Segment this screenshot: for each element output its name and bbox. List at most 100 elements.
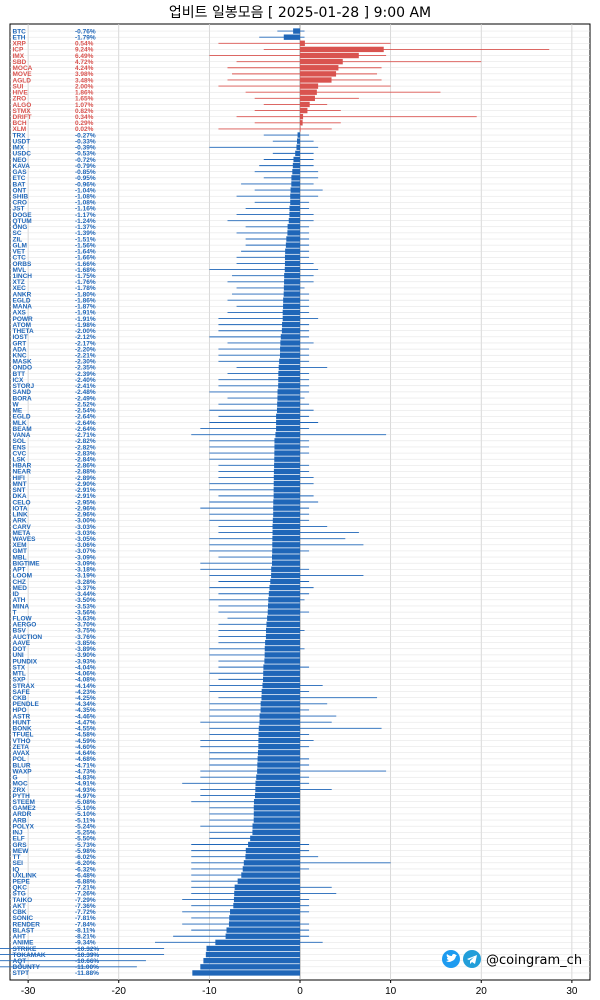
category-label: AGLD [13,77,32,84]
value-label: -7.36% [75,903,96,910]
value-label: -3.70% [75,622,96,629]
value-label: -4.34% [75,701,96,708]
value-label: -2.40% [75,377,96,384]
value-label: -10.39% [75,952,99,959]
category-label: PENDLE [13,701,40,708]
value-label: -4.47% [75,719,96,726]
bar [255,780,300,787]
category-label: ZRX [13,787,27,794]
bar [248,841,300,848]
value-label: -0.53% [75,151,96,158]
bar [215,939,300,946]
value-label: 0.34% [75,114,94,121]
bar [276,425,300,432]
bar [292,162,300,169]
bar [295,150,300,157]
bar [279,352,300,358]
bar [276,419,300,426]
category-label: ZRO [13,96,27,103]
bar [292,169,300,175]
value-label: -2.54% [75,408,96,415]
x-tick-label: -20 [112,986,127,997]
category-label: BTT [13,371,26,378]
value-label: -4.59% [75,738,96,745]
value-label: -3.18% [75,567,96,574]
category-label: QTUM [13,218,32,225]
category-label: CBK [13,909,27,916]
category-label: JST [13,206,25,213]
twitter-glyph [446,954,457,962]
bar [288,217,300,224]
value-label: -8.11% [75,927,95,934]
category-label: ATOM [13,322,32,329]
category-label: GLM [13,242,27,249]
value-label: -4.97% [75,793,96,800]
value-label: -3.63% [75,616,96,623]
category-label: ICX [13,377,25,384]
category-label: ETH [13,34,26,41]
category-label: DKA [13,493,27,500]
bar [205,951,300,958]
value-label: 1.07% [75,102,94,109]
category-label: MEW [13,848,30,855]
bar [278,370,300,377]
category-label: GMT [13,548,27,555]
bar [291,181,300,187]
bar [267,615,300,621]
category-label: IOST [13,334,28,341]
value-label: -3.37% [75,585,96,592]
value-label: -1.78% [75,285,96,292]
bar [271,560,300,566]
category-label: GRT [13,340,27,347]
category-label: SUI [13,83,24,90]
value-label: -2.91% [75,487,96,494]
value-label: -4.60% [75,744,96,751]
category-label: STEEM [13,799,35,806]
x-tick-label: -30 [21,986,36,997]
value-label: -1.37% [75,224,96,231]
bar [237,878,300,884]
category-label: BSV [13,628,27,635]
category-label: LSK [13,456,26,463]
bar [228,921,300,927]
bar [293,28,300,34]
value-label: -3.56% [75,609,96,616]
value-label: 0.54% [75,41,94,48]
bar [269,584,300,591]
bar [276,413,300,420]
category-label: IQ [13,866,20,873]
bar [267,609,300,615]
value-label: -2.90% [75,481,96,488]
bar [300,89,317,95]
bar [300,107,308,114]
category-label: W [13,401,20,408]
value-label: -0.33% [75,138,96,145]
value-label: -7.72% [75,909,96,916]
value-label: -3.50% [75,597,96,604]
bar [283,297,300,303]
bar [277,401,300,407]
value-label: -5.73% [75,842,96,849]
category-label: BLUR [13,762,31,769]
bar [258,743,300,750]
bar [274,450,300,456]
bar [273,480,300,487]
value-label: -3.85% [75,640,96,647]
category-label: POLYX [13,823,35,830]
category-label: ANKR [13,291,32,298]
category-label: XEC [13,285,27,292]
category-label: WAXP [13,768,33,775]
brand-handle[interactable]: @coingram_ch [486,953,582,968]
category-label: ADA [13,346,27,353]
value-label: -1.04% [75,187,96,194]
bar [264,646,300,652]
value-label: -3.75% [75,628,96,635]
value-label: -10.32% [75,946,99,953]
brand: @coingram_ch [442,950,582,968]
value-label: -2.96% [75,505,96,512]
bar [253,811,300,817]
value-label: -4.73% [75,768,96,775]
bar [278,383,300,389]
bar [258,725,300,731]
